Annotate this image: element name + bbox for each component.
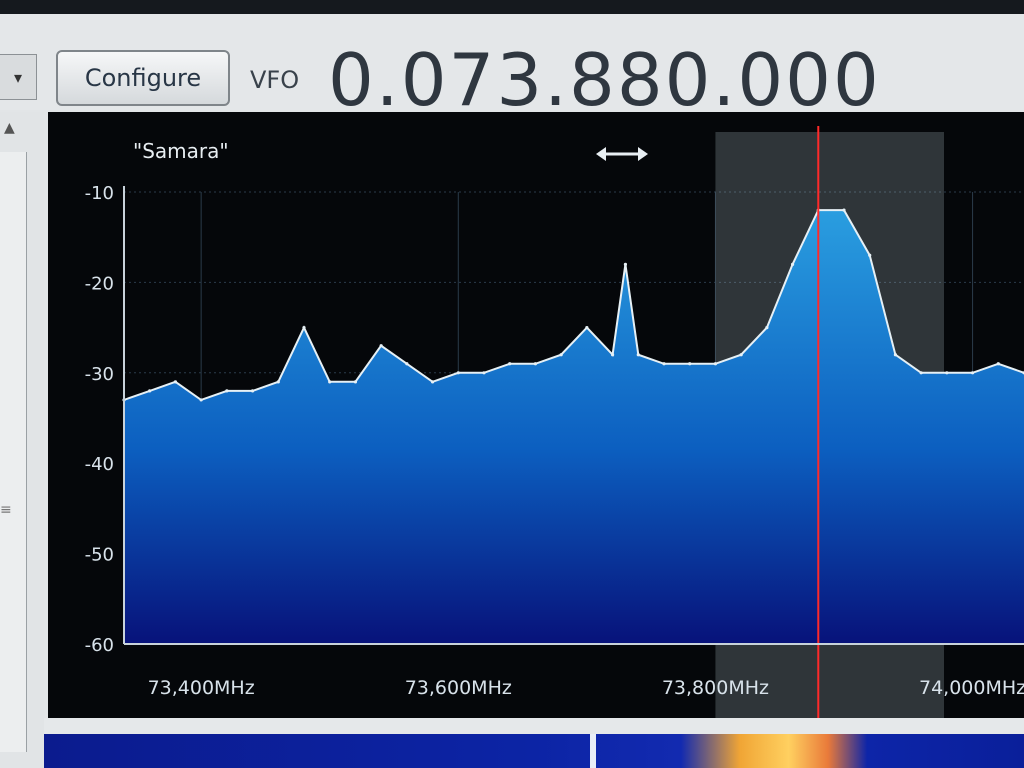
vfo-label: VFO: [250, 66, 300, 94]
spectrum-point: [842, 208, 846, 212]
y-tick-label: -30: [85, 364, 114, 385]
y-tick-label: -20: [85, 273, 114, 294]
scroll-grip-icon[interactable]: ≡: [0, 502, 12, 518]
top-window-edge: [0, 0, 1024, 14]
spectrum-point: [199, 398, 203, 402]
tick-labels: -10 -20 -30 -40 -50 -60 73,400MHz 73,600MHz 73,8…: [85, 183, 1024, 699]
source-dropdown-button[interactable]: ▾: [0, 54, 37, 100]
spectrum-panel[interactable]: -10 -20 -30 -40 -50 -60 73,400MHz 73,600MHz 73,8…: [48, 112, 1024, 718]
x-tick-label: 74,000MHz: [919, 677, 1024, 699]
toolbar: ▾ Configure VFO 0.073.880.000: [0, 14, 1024, 120]
spectrum-point: [302, 326, 306, 330]
spectrum-point: [585, 326, 589, 330]
sidebar-scrollbar[interactable]: ≡: [0, 152, 27, 752]
vfo-frequency-display[interactable]: 0.073.880.000: [328, 38, 881, 122]
spectrum-point: [739, 353, 743, 357]
spectrum-point: [250, 389, 255, 393]
spectrum-point: [765, 326, 769, 330]
spectrum-point: [970, 371, 975, 375]
spectrum-point: [405, 362, 409, 366]
spectrum-point: [623, 262, 628, 266]
spectrum-point: [379, 344, 383, 348]
double-arrow-icon[interactable]: [596, 147, 648, 161]
left-sidebar: ▲ ≡: [0, 112, 44, 768]
spectrum-point: [559, 353, 563, 357]
y-tick-label: -40: [85, 454, 114, 475]
y-tick-label: -60: [85, 635, 114, 656]
spectrum-point: [636, 353, 640, 357]
waterfall-marker: [590, 734, 596, 768]
spectrum-point: [688, 362, 692, 366]
x-tick-label: 73,600MHz: [405, 677, 512, 699]
spectrum-point: [713, 362, 718, 366]
spectrum-point: [996, 362, 1000, 366]
spectrum-point: [610, 353, 615, 357]
spectrum-point: [225, 389, 229, 393]
y-tick-label: -50: [85, 545, 114, 566]
chevron-down-icon: ▾: [13, 67, 23, 87]
spectrum-point: [430, 380, 435, 384]
spectrum-point: [148, 389, 152, 393]
x-tick-label: 73,800MHz: [662, 677, 769, 699]
configure-button-label: Configure: [84, 64, 202, 92]
spectrum-point: [482, 371, 486, 375]
y-tick-label: -10: [85, 183, 114, 204]
spectrum-point: [790, 262, 795, 266]
x-tick-label: 73,400MHz: [148, 677, 255, 699]
scroll-up-icon[interactable]: ▲: [4, 120, 15, 136]
spectrum-point: [353, 380, 358, 384]
spectrum-point: [945, 371, 949, 375]
axes: [123, 186, 1024, 645]
spectrum-point: [662, 362, 666, 366]
spectrum-point: [456, 371, 460, 375]
spectrum-point: [328, 380, 332, 384]
spectrum-point: [508, 362, 512, 366]
spectrum-point: [868, 253, 872, 257]
spectrum-point: [173, 380, 178, 384]
spectrum-area-series: [124, 210, 1024, 644]
spectrum-chart[interactable]: -10 -20 -30 -40 -50 -60 73,400MHz 73,600MHz 73,8…: [48, 112, 1024, 718]
panel-separator: [44, 718, 1024, 734]
spectrum-point: [533, 362, 538, 366]
spectrum-point: [893, 353, 898, 357]
waterfall-display[interactable]: [44, 734, 1024, 768]
spectrum-point: [919, 371, 923, 375]
spectrum-point: [276, 380, 280, 384]
station-name-label: "Samara": [133, 139, 229, 163]
configure-button[interactable]: Configure: [56, 50, 230, 106]
